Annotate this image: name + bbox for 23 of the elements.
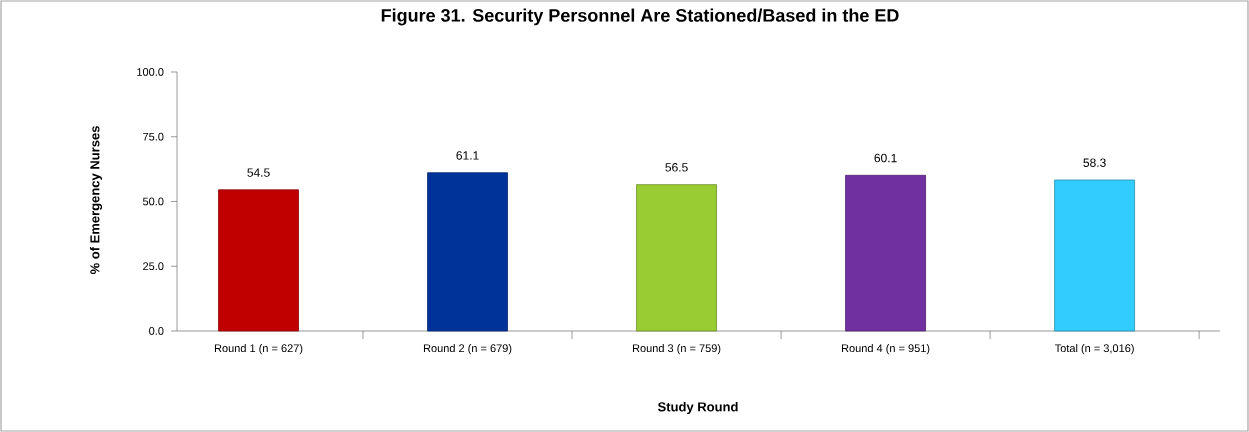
bar [427,172,508,332]
y-axis-title: % of Emergency Nurses [89,126,103,275]
bar [845,174,926,332]
x-axis-title: Study Round [657,401,738,415]
x-tick-label: Total (n = 3,016) [1054,344,1134,355]
y-tick-label: 0.0 [149,327,164,335]
x-tick-label: Round 1 (n = 627) [214,344,303,355]
data-label: 54.5 [247,168,270,177]
x-tick-label: Round 3 (n = 759) [632,344,721,355]
data-label: 61.1 [456,151,479,160]
y-tick-label: 75.0 [143,132,164,141]
bar [218,189,299,332]
y-tick-label: 100.0 [137,68,164,76]
y-tick-label: 25.0 [143,262,164,271]
data-label: 58.3 [1083,158,1106,167]
y-tick-label: 50.0 [142,197,164,206]
bar [636,184,717,332]
bar [1054,179,1135,332]
x-tick-label: Round 2 (n = 679) [423,344,512,355]
data-label: 56.5 [665,163,688,172]
x-tick-label: Round 4 (n = 951) [842,344,930,355]
data-label: 60.1 [874,153,897,163]
chart-title: Figure 31. Security Personnel Are Stationed/Based in the ED [381,8,899,26]
